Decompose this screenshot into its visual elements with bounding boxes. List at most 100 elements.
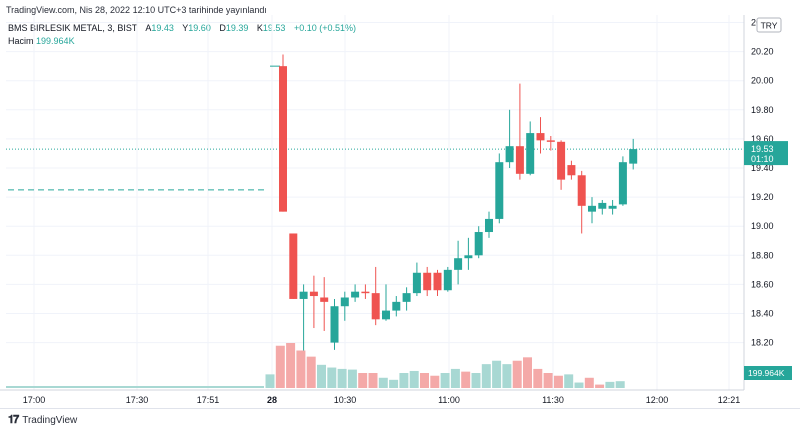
y-tick-label: 18.40 [751, 309, 774, 319]
candle-body [485, 218, 493, 233]
legend-volume-row: Hacim 199.964K [8, 35, 356, 48]
candle-body [289, 233, 298, 299]
candle-body [340, 297, 349, 307]
volume-bar [389, 379, 399, 388]
x-tick-label: 17:00 [23, 395, 46, 405]
candle-body [577, 175, 586, 206]
x-tick-label: 17:30 [126, 395, 149, 405]
candle-body [629, 149, 638, 164]
volume-bar [574, 382, 584, 388]
volume-bar [512, 360, 522, 388]
candlestick-chart[interactable]: 20.4020.2020.0019.8019.6019.4019.2019.00… [0, 0, 800, 408]
legend-low-value: 19.39 [225, 23, 249, 33]
volume-bar [327, 367, 337, 388]
published-caption: TradingView.com, Nis 28, 2022 12:10 UTC+… [6, 5, 267, 15]
volume-bar [481, 364, 491, 388]
candle-body [598, 202, 607, 209]
volume-bar [450, 368, 460, 388]
volume-bar [409, 370, 419, 388]
candle-body [474, 232, 483, 256]
x-tick-label: 10:30 [334, 395, 357, 405]
volume-bar [595, 384, 605, 388]
legend-symbol: BMS BIRLESIK METAL, 3, BIST [8, 23, 138, 33]
candle-body [330, 306, 339, 343]
last-price-value: 19.53 [751, 144, 774, 154]
candle-body [557, 141, 566, 180]
legend-low-label: D [219, 23, 226, 33]
legend-close-label: K [256, 23, 263, 33]
candle-body [454, 258, 463, 270]
legend-close-value: 19.53 [262, 23, 286, 33]
x-tick-label: 28 [267, 395, 277, 405]
volume-bar [615, 381, 625, 388]
volume-bar [275, 345, 285, 388]
candle-body [423, 272, 432, 291]
candle-body [299, 291, 308, 299]
volume-tag-value: 199.964K [748, 368, 785, 378]
candle-body [588, 205, 596, 212]
volume-bar [440, 373, 450, 388]
volume-bar [564, 374, 574, 388]
volume-bar [420, 373, 429, 388]
legend-open-value: 19.43 [151, 23, 174, 33]
candle-body [526, 133, 535, 174]
currency-badge [756, 17, 782, 33]
candle-body [279, 66, 287, 212]
bar-countdown: 01:10 [751, 154, 774, 164]
volume-bar [502, 364, 512, 388]
y-tick-label: 19.40 [751, 163, 774, 173]
candle-body [392, 301, 401, 311]
x-tick-label: 17:51 [197, 395, 220, 405]
candle-body [382, 310, 390, 320]
candle-body [536, 133, 545, 141]
candle-body [505, 146, 514, 163]
legend-ohlc-row: BMS BIRLESIK METAL, 3, BIST A19.43 Y19.6… [8, 22, 356, 35]
candle-body [371, 293, 380, 320]
x-tick-label: 11:00 [438, 395, 460, 405]
legend-open-label: A [145, 23, 152, 33]
volume-bar [543, 373, 553, 388]
volume-bar [306, 356, 316, 388]
y-tick-label: 19.80 [751, 105, 774, 115]
candle-body [443, 269, 452, 291]
volume-bar [337, 368, 347, 388]
candle-body [361, 291, 370, 294]
y-tick-label: 19.60 [751, 134, 774, 144]
volume-bar [461, 371, 471, 388]
volume-bar [286, 343, 296, 388]
legend-volume-value: 199.964K [36, 36, 75, 46]
volume-bar [523, 357, 532, 388]
candle-body [515, 146, 524, 174]
candle-body [402, 293, 411, 302]
candle-body [464, 255, 473, 259]
legend-high-value: 19.60 [188, 23, 211, 33]
volume-bar [471, 373, 481, 388]
legend-volume-label: Hacim [8, 36, 34, 46]
footer-divider [0, 408, 800, 409]
candle-body [351, 291, 360, 298]
y-tick-label: 20.20 [751, 47, 774, 57]
y-tick-label: 20.00 [751, 76, 774, 86]
candle-body [618, 162, 627, 205]
y-tick-label: 19.00 [751, 221, 774, 231]
tradingview-logo-icon: 𝟏𝟕 [8, 414, 19, 426]
candle-body [309, 291, 318, 297]
volume-bar [605, 381, 615, 388]
legend-high-label: Y [182, 23, 189, 33]
candle-body [608, 205, 617, 209]
x-tick-label: 12:21 [718, 395, 741, 405]
candle-body [567, 165, 576, 176]
footer-branding: 𝟏𝟕 TradingView [8, 414, 77, 427]
volume-bar [584, 377, 594, 388]
candle-body [546, 140, 555, 142]
candle-body [433, 272, 442, 291]
volume-bar [553, 375, 563, 388]
volume-bar [358, 373, 368, 388]
x-tick-label: 11:30 [542, 395, 564, 405]
volume-bar [533, 368, 543, 388]
last-price-tag [744, 141, 788, 166]
legend-change: +0.10 (+0.51%) [293, 23, 356, 33]
volume-bar [378, 377, 388, 388]
y-tick-label: 18.80 [751, 250, 774, 260]
volume-bar [317, 364, 326, 388]
